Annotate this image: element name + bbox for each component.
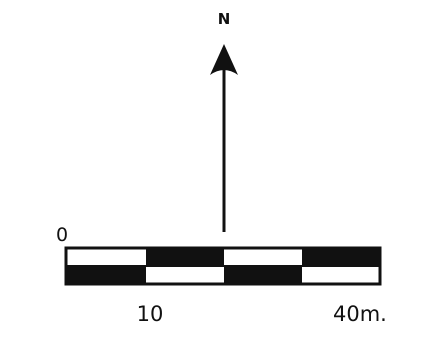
scale-segment-3-top	[224, 248, 302, 266]
scale-segment-4-top	[302, 248, 380, 266]
scale-segment-3-bottom	[224, 266, 302, 284]
scale-bar: 0 10 40m.	[56, 224, 387, 326]
scale-start-label: 0	[56, 224, 68, 246]
scale-end-label: 40m.	[333, 302, 387, 326]
scale-segment-2-bottom	[146, 266, 224, 284]
scale-segment-1-top	[66, 248, 146, 266]
north-label: N	[218, 10, 231, 28]
scale-segment-2-top	[146, 248, 224, 266]
scale-segment-1-bottom	[66, 266, 146, 284]
scale-segment-4-bottom	[302, 266, 380, 284]
scale-mid-label: 10	[137, 302, 164, 326]
north-arrow: N	[210, 10, 238, 232]
north-arrowhead-icon	[210, 44, 238, 75]
